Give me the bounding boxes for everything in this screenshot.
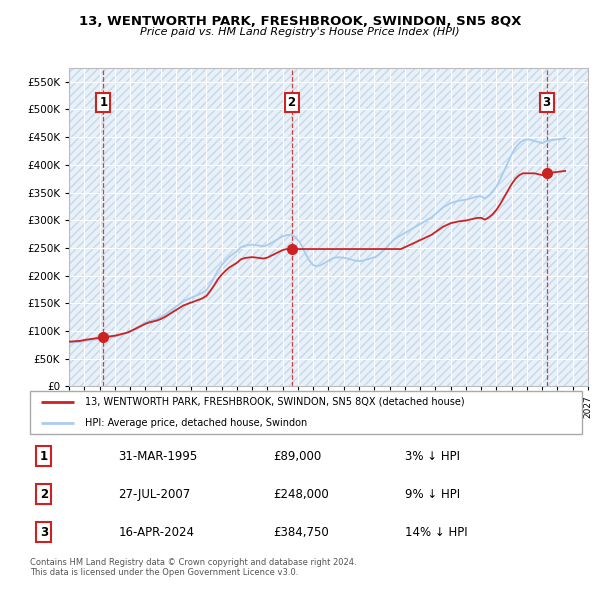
FancyBboxPatch shape <box>30 391 582 434</box>
Text: 3: 3 <box>542 96 551 109</box>
Text: £248,000: £248,000 <box>273 487 329 501</box>
Text: HPI: Average price, detached house, Swindon: HPI: Average price, detached house, Swin… <box>85 418 307 428</box>
Text: £89,000: £89,000 <box>273 450 321 463</box>
Text: 1: 1 <box>99 96 107 109</box>
Text: 3: 3 <box>40 526 48 539</box>
Text: 13, WENTWORTH PARK, FRESHBROOK, SWINDON, SN5 8QX: 13, WENTWORTH PARK, FRESHBROOK, SWINDON,… <box>79 15 521 28</box>
Text: 2: 2 <box>40 487 48 501</box>
Text: 16-APR-2024: 16-APR-2024 <box>118 526 194 539</box>
Text: £384,750: £384,750 <box>273 526 329 539</box>
Text: 1: 1 <box>40 450 48 463</box>
Text: 2: 2 <box>287 96 296 109</box>
Text: 27-JUL-2007: 27-JUL-2007 <box>118 487 191 501</box>
Text: 13, WENTWORTH PARK, FRESHBROOK, SWINDON, SN5 8QX (detached house): 13, WENTWORTH PARK, FRESHBROOK, SWINDON,… <box>85 397 465 407</box>
Text: 14% ↓ HPI: 14% ↓ HPI <box>406 526 468 539</box>
Text: 31-MAR-1995: 31-MAR-1995 <box>118 450 197 463</box>
Text: Contains HM Land Registry data © Crown copyright and database right 2024.
This d: Contains HM Land Registry data © Crown c… <box>30 558 356 577</box>
Text: 3% ↓ HPI: 3% ↓ HPI <box>406 450 460 463</box>
Text: Price paid vs. HM Land Registry's House Price Index (HPI): Price paid vs. HM Land Registry's House … <box>140 27 460 37</box>
Text: 9% ↓ HPI: 9% ↓ HPI <box>406 487 460 501</box>
